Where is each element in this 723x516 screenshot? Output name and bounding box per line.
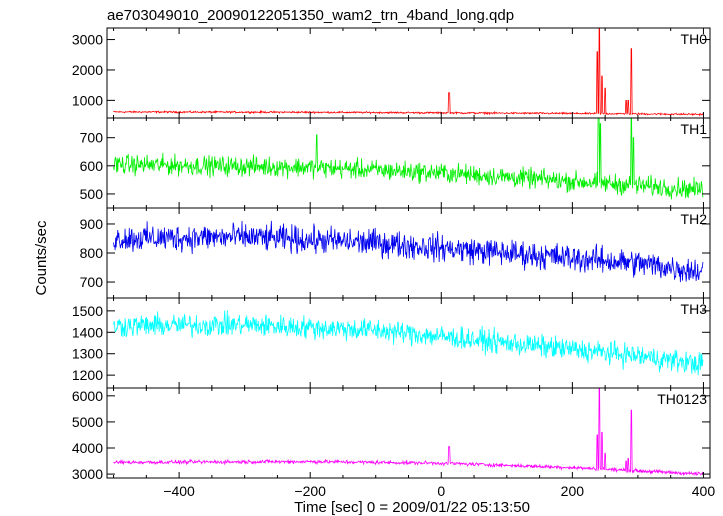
panel-label: TH2: [681, 211, 708, 227]
y-tick-label: 6000: [72, 388, 103, 404]
series-th3: [113, 310, 704, 376]
series-th0: [113, 28, 704, 117]
y-tick-label: 1200: [72, 367, 103, 383]
panel-frame: [106, 207, 711, 299]
y-tick-label: 1000: [72, 92, 103, 108]
y-tick-label: 3000: [72, 32, 103, 48]
y-tick-label: 800: [80, 245, 104, 261]
panel-frame: [106, 27, 711, 119]
panel-label: TH3: [681, 301, 708, 317]
panel-label: TH1: [681, 121, 708, 137]
x-tick-label: −200: [294, 483, 326, 499]
panel-label: TH0123: [657, 391, 707, 407]
series-th1: [113, 117, 704, 200]
y-tick-label: 500: [80, 186, 104, 202]
y-tick-label: 700: [80, 130, 104, 146]
y-tick-label: 700: [80, 274, 104, 290]
series-th2: [113, 220, 704, 283]
panel-frame: [106, 297, 711, 389]
y-axis-label: Counts/sec: [33, 220, 50, 296]
y-tick-label: 5000: [72, 414, 103, 430]
y-tick-label: 3000: [72, 466, 103, 482]
x-tick-label: 400: [692, 483, 716, 499]
y-tick-label: 600: [80, 158, 104, 174]
x-tick-label: −400: [163, 483, 195, 499]
y-tick-label: 1300: [72, 346, 103, 362]
panel-label: TH0: [681, 31, 708, 47]
y-tick-label: 2000: [72, 62, 103, 78]
y-tick-label: 1400: [72, 324, 103, 340]
series-th0123: [113, 387, 704, 477]
chart-title: ae703049010_20090122051350_wam2_trn_4ban…: [107, 7, 514, 24]
panel-frame: [106, 387, 711, 479]
y-tick-label: 900: [80, 216, 104, 232]
panels-group: TH0100020003000TH1500600700TH2700800900T…: [72, 27, 716, 499]
y-tick-label: 4000: [72, 440, 103, 456]
x-tick-label: 0: [437, 483, 445, 499]
x-axis-label: Time [sec] 0 = 2009/01/22 05:13:50: [294, 499, 530, 516]
x-tick-label: 200: [561, 483, 585, 499]
y-tick-label: 1500: [72, 303, 103, 319]
